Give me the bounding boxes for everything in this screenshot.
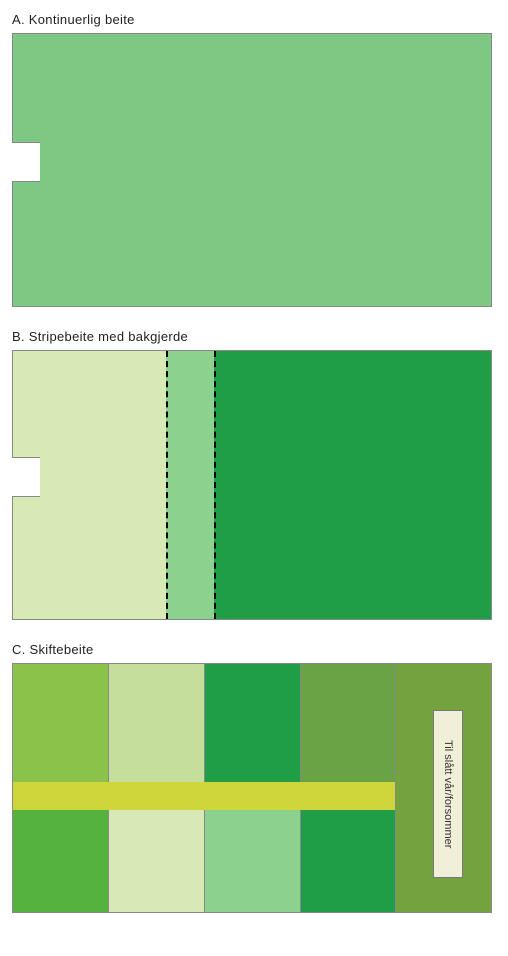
central-corridor (13, 782, 395, 810)
panel-b-title: B. Stripebeite med bakgjerde (12, 329, 496, 344)
paddock-cell (13, 664, 109, 788)
panel-c-title: C. Skiftebeite (12, 642, 496, 657)
paddock-cell (301, 664, 396, 788)
panel-a-field (13, 34, 491, 306)
panel-continuous-grazing (12, 33, 492, 307)
paddock-cell (205, 664, 301, 788)
harvest-strip-label: Til slått vår/forsommer (433, 710, 463, 878)
panel-strip-grazing (12, 350, 492, 620)
strip-segment (214, 351, 491, 619)
strip-segment (166, 351, 214, 619)
gate-notch-b (12, 457, 40, 497)
paddock-row-top (13, 664, 395, 788)
panel-rotational-grazing: Til slått vår/forsommer (12, 663, 492, 913)
panel-a-title: A. Kontinuerlig beite (12, 12, 496, 27)
paddock-cell (109, 664, 205, 788)
gate-notch-a (12, 142, 40, 182)
